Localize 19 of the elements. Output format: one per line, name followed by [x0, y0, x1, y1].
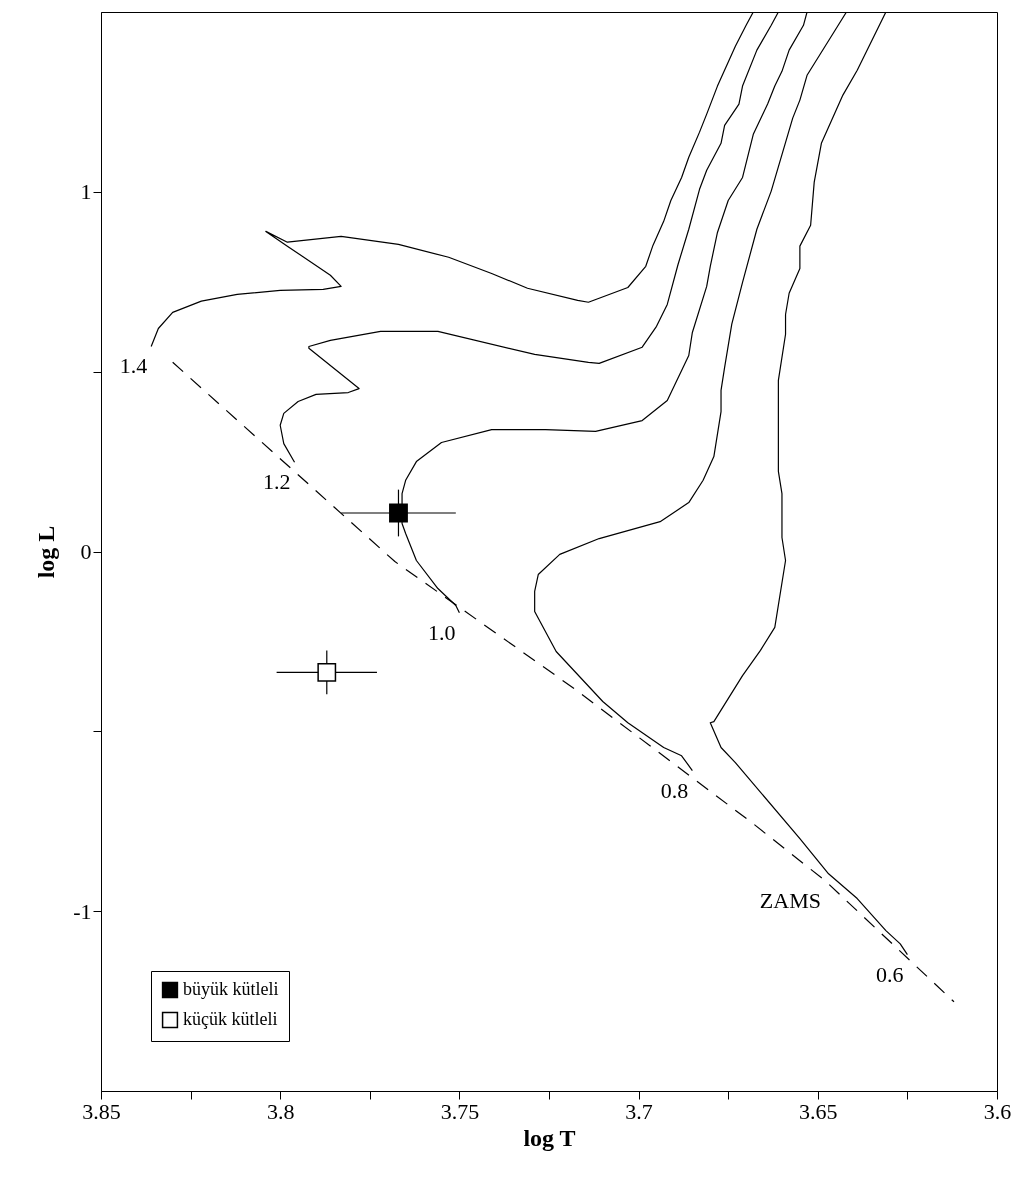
x-tick-label: 3.6	[983, 1098, 1012, 1124]
x-tick-label: 3.65	[799, 1098, 838, 1124]
x-tick-label: 3.8	[266, 1098, 295, 1124]
legend-label: büyük kütleli	[183, 979, 279, 999]
legend-label: küçük kütleli	[183, 1009, 278, 1029]
annotation: 1.4	[119, 353, 148, 379]
annotation: 0.8	[660, 777, 689, 803]
x-axis-title: log T	[523, 1124, 576, 1151]
annotation: 1.2	[263, 469, 291, 495]
y-tick-label: -1	[73, 898, 92, 924]
y-tick-label: 1	[80, 179, 92, 205]
x-tick-label: 3.75	[440, 1098, 480, 1124]
annotation: 1.0	[427, 619, 456, 645]
y-tick-label: 0	[80, 539, 92, 564]
annotation: ZAMS	[759, 887, 821, 913]
x-tick-label: 3.85	[82, 1098, 121, 1124]
y-axis-title: log L	[33, 525, 60, 579]
x-tick-label: 3.7	[625, 1098, 653, 1124]
annotation: 0.6	[875, 961, 904, 987]
